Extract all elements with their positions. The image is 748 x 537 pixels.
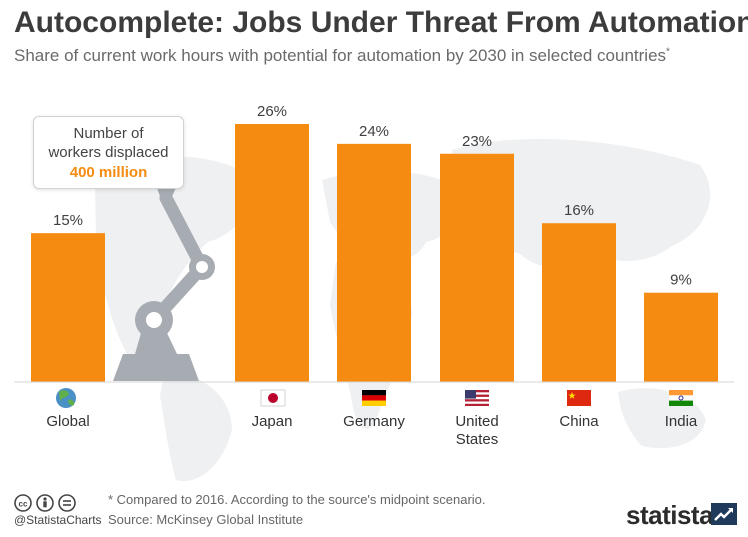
statista-logo: statista (626, 500, 714, 530)
license-icons: cc (14, 494, 76, 512)
creative-commons-icon: cc (14, 494, 32, 512)
japan-flag-icon (260, 389, 286, 407)
value-label-germany: 24% (359, 123, 389, 140)
usa-flag-icon (465, 390, 489, 406)
statista-handle: @StatistaCharts (14, 513, 102, 527)
attribution-icon (36, 494, 54, 512)
source-note: Source: McKinsey Global Institute (108, 512, 304, 527)
chart-subtitle: Share of current work hours with potenti… (14, 46, 670, 66)
bar-united-states (440, 153, 514, 382)
globe-icon (56, 388, 76, 408)
callout-line-1: Number of (73, 125, 144, 142)
bar-japan (235, 124, 309, 382)
subtitle-text: Share of current work hours with potenti… (14, 46, 667, 65)
footnote: * Compared to 2016. According to the sou… (108, 492, 486, 507)
china-flag-icon (567, 390, 591, 406)
callout-value: 400 million (69, 164, 148, 181)
bar-global (31, 233, 105, 382)
category-label-japan: Japan (252, 413, 293, 430)
value-label-united-states: 23% (462, 133, 492, 150)
svg-text:cc: cc (19, 500, 28, 509)
bar-germany (337, 143, 411, 382)
value-label-china: 16% (564, 202, 594, 219)
robot-arm-illustration (113, 169, 215, 381)
callout-line-2: workers displaced (48, 144, 169, 161)
no-derivatives-icon (58, 494, 76, 512)
chart-title: Autocomplete: Jobs Under Threat From Aut… (14, 6, 748, 39)
bars-layer: 15% Global 26% Japan 24% Germany 23% United Stat… (31, 103, 718, 448)
bar-china (542, 223, 616, 382)
germany-flag-icon (362, 390, 386, 406)
category-label-india: India (665, 413, 698, 430)
category-label-united-states: United States (455, 413, 498, 448)
india-flag-icon (669, 390, 693, 406)
statista-logo-mark (711, 503, 737, 525)
category-label-china: China (559, 413, 599, 430)
bar-india (644, 292, 718, 382)
subtitle-footnote-mark: * (666, 46, 670, 58)
value-label-global: 15% (53, 212, 83, 229)
category-label-germany: Germany (343, 413, 405, 430)
value-label-india: 9% (670, 272, 692, 289)
category-label-global: Global (46, 413, 89, 430)
value-label-japan: 26% (257, 103, 287, 120)
workers-displaced-callout: Number of workers displaced 400 million (33, 116, 184, 189)
